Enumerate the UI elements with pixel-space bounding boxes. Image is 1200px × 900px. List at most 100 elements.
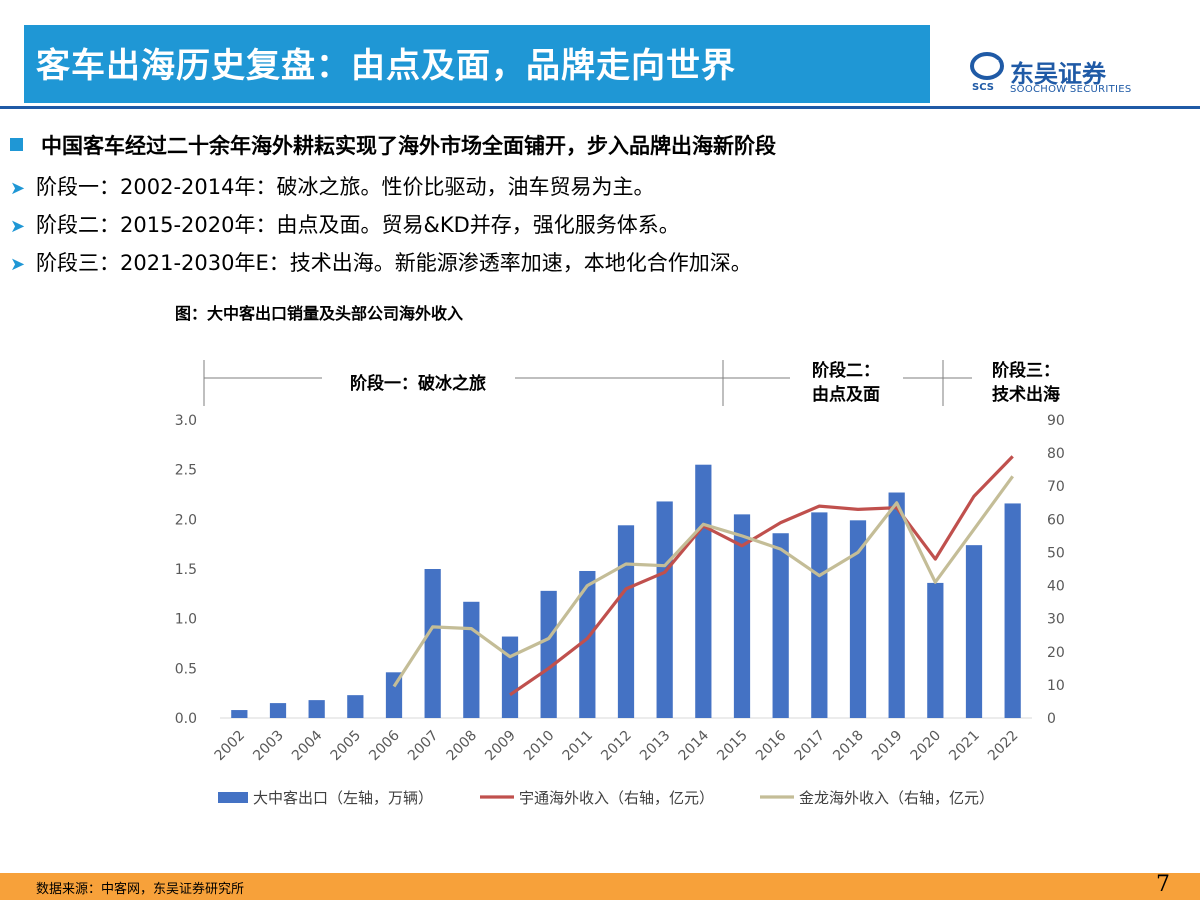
- arrow-bullet-icon: ➤: [10, 178, 26, 199]
- line-series: [392, 455, 1014, 697]
- right-tick-label: 90: [1047, 413, 1065, 429]
- left-tick-label: 3.0: [175, 413, 197, 429]
- x-tick-label: 2010: [521, 728, 558, 765]
- page-number: 7: [1156, 872, 1170, 897]
- line-series-2: [392, 475, 1014, 688]
- main-bullet-text: 中国客车经过二十余年海外耕耘实现了海外市场全面铺开，步入品牌出海新阶段: [41, 134, 776, 158]
- right-tick-label: 80: [1047, 446, 1065, 462]
- x-tick-label: 2006: [366, 727, 403, 764]
- bar-2006: [385, 672, 403, 718]
- source-note: 数据来源：中客网，东吴证券研究所: [36, 882, 245, 897]
- stage-annotations: 阶段一：破冰之旅 阶段二： 由点及面 阶段三： 技术出海: [203, 360, 1060, 406]
- bar-2008: [463, 601, 480, 718]
- left-tick-label: 2.0: [175, 512, 197, 528]
- arrow-bullet-icon: ➤: [10, 254, 26, 275]
- bar-2015: [733, 514, 751, 718]
- bullet-item: ➤ 阶段三：2021-2030年E：技术出海。新能源渗透率加速，本地化合作加深。: [10, 247, 752, 277]
- x-tick-label: 2017: [792, 728, 829, 765]
- bar-2011: [579, 570, 596, 718]
- x-tick-label: 2003: [250, 728, 287, 765]
- bar-2018: [849, 520, 867, 718]
- stage3-label: 技术出海: [992, 384, 1060, 405]
- x-tick-label: 2008: [444, 728, 481, 765]
- title-rule: [0, 106, 1200, 109]
- left-tick-label: 0.0: [175, 711, 197, 727]
- x-tick-label: 2019: [869, 728, 906, 765]
- footer-bar: [0, 873, 1200, 900]
- x-tick-label: 2005: [328, 728, 365, 765]
- bar-2012: [617, 525, 635, 718]
- arrow-bullet-icon: ➤: [10, 216, 26, 237]
- line-series-1: [509, 455, 1014, 697]
- right-tick-label: 0: [1047, 711, 1056, 727]
- left-tick-label: 1.5: [175, 562, 197, 578]
- bar-2019: [888, 492, 905, 718]
- right-tick-label: 10: [1047, 678, 1065, 694]
- title-bar: [24, 25, 930, 103]
- soochow-logo-icon: SCS: [970, 52, 1004, 92]
- bar-2002: [231, 710, 248, 718]
- x-tick-label: 2013: [637, 728, 674, 765]
- legend-label: 宇通海外收入（右轴，亿元）: [519, 789, 714, 807]
- bullet-item-text: 阶段一：2002-2014年：破冰之旅。性价比驱动，油车贸易为主。: [36, 175, 655, 199]
- bar-2010: [540, 590, 557, 718]
- legend-swatch: [218, 792, 248, 803]
- bar-2022: [1004, 503, 1021, 718]
- bar-2003: [269, 703, 287, 718]
- bar-2014: [695, 464, 712, 718]
- logo-english: SOOCHOW SECURITIES: [1010, 84, 1132, 95]
- stage3-label: 阶段三：: [992, 360, 1060, 381]
- main-bullet: 中国客车经过二十余年海外耕耘实现了海外市场全面铺开，步入品牌出海新阶段: [10, 130, 776, 160]
- right-tick-label: 20: [1047, 645, 1065, 661]
- x-tick-label: 2014: [676, 727, 713, 764]
- left-tick-label: 0.5: [175, 661, 197, 677]
- stage1-label: 阶段一：破冰之旅: [350, 373, 486, 394]
- page-title: 客车出海历史复盘：由点及面，品牌走向世界: [36, 46, 736, 86]
- x-tick-label: 2012: [598, 728, 635, 765]
- x-tick-label: 2004: [289, 727, 326, 764]
- bar-2017: [811, 512, 828, 718]
- stage2-label: 由点及面: [812, 384, 880, 405]
- right-tick-label: 70: [1047, 479, 1065, 495]
- right-tick-label: 40: [1047, 579, 1065, 595]
- bar-2009: [501, 636, 519, 718]
- bar-2005: [347, 695, 364, 718]
- bullet-item: ➤ 阶段二：2015-2020年：由点及面。贸易&KD并存，强化服务体系。: [10, 209, 680, 239]
- x-tick-label: 2002: [212, 728, 249, 765]
- bar-2004: [308, 700, 325, 718]
- logo-name: 东吴证券: [1010, 60, 1106, 88]
- legend-label: 金龙海外收入（右轴，亿元）: [799, 789, 994, 807]
- logo-mark-text: SCS: [972, 82, 994, 92]
- bar-2016: [772, 533, 789, 718]
- bar-2021: [965, 545, 983, 718]
- bullet-item-text: 阶段三：2021-2030年E：技术出海。新能源渗透率加速，本地化合作加深。: [36, 251, 752, 275]
- bullet-item-text: 阶段二：2015-2020年：由点及面。贸易&KD并存，强化服务体系。: [36, 213, 680, 237]
- x-tick-label: 2022: [985, 728, 1022, 765]
- bar-2013: [656, 501, 673, 718]
- x-tick-label: 2015: [714, 728, 751, 765]
- x-tick-label: 2009: [482, 728, 519, 765]
- x-tick-label: 2007: [405, 728, 442, 765]
- bar-2020: [927, 582, 944, 718]
- legend-label: 大中客出口（左轴，万辆）: [253, 789, 433, 807]
- right-tick-label: 60: [1047, 512, 1065, 528]
- x-tick-label: 2011: [560, 728, 597, 765]
- left-tick-label: 2.5: [175, 463, 197, 479]
- bar-2007: [424, 569, 441, 718]
- x-tick-label: 2016: [753, 727, 790, 764]
- square-bullet-icon: [10, 138, 23, 151]
- left-tick-label: 1.0: [175, 612, 197, 628]
- right-axis: 0 10 20 30 40 50 60 70 80 90: [1047, 413, 1065, 727]
- x-tick-label: 2020: [908, 728, 945, 765]
- right-tick-label: 30: [1047, 612, 1065, 628]
- left-axis: 0.0 0.5 1.0 1.5 2.0 2.5 3.0: [175, 413, 197, 727]
- right-tick-label: 50: [1047, 545, 1065, 561]
- figure-title: 图：大中客出口销量及头部公司海外收入: [175, 304, 464, 323]
- x-axis-labels: 2002 2003 2004 2005 2006 2007 2008 2009 2010 2011…: [212, 727, 1022, 764]
- bullet-item: ➤ 阶段一：2002-2014年：破冰之旅。性价比驱动，油车贸易为主。: [10, 171, 654, 201]
- x-tick-label: 2021: [946, 728, 983, 765]
- legend: 大中客出口（左轴，万辆） 宇通海外收入（右轴，亿元） 金龙海外收入（右轴，亿元）: [218, 789, 994, 807]
- x-tick-label: 2018: [830, 728, 867, 765]
- stage2-label: 阶段二：: [812, 360, 880, 381]
